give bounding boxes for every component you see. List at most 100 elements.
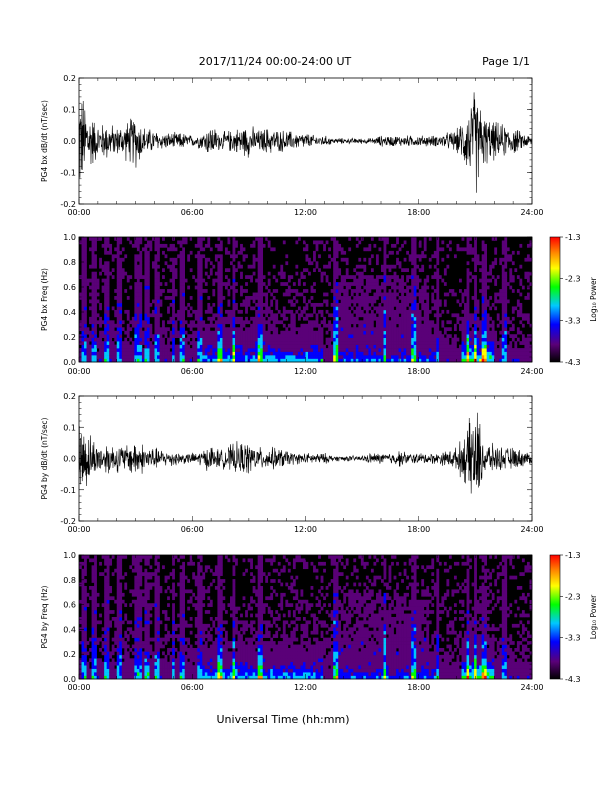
spectrogram-cell <box>526 355 530 359</box>
spectrogram-cell <box>84 565 87 570</box>
spectrogram-cell <box>411 306 415 311</box>
spectrogram-cell <box>302 337 306 342</box>
spectrogram-cell <box>260 289 264 293</box>
spectrogram-cell <box>413 323 417 328</box>
spectrogram-cell <box>466 358 470 363</box>
spectrogram-cell <box>129 658 133 663</box>
spectrogram-cell <box>338 327 342 332</box>
spectrogram-cell <box>436 306 440 311</box>
spectrogram-cell <box>481 302 485 307</box>
spectrogram-cell <box>189 327 193 332</box>
spectrogram-cell <box>227 327 231 332</box>
spectrogram-cell <box>267 327 271 332</box>
spectrogram-cell <box>124 675 128 680</box>
spectrogram-cell <box>81 296 85 300</box>
spectrogram-cell <box>227 282 231 286</box>
spectrogram-cell <box>179 309 183 314</box>
spectrogram-cell <box>154 637 158 642</box>
spectrogram-cell <box>141 351 145 356</box>
x-tick-label: 24:00 <box>520 208 543 217</box>
spectrogram-cell <box>481 320 485 325</box>
spectrogram-cell <box>111 254 115 259</box>
spectrogram-cell <box>129 661 133 666</box>
spectrogram-cell <box>162 268 165 273</box>
spectrogram-cell <box>300 341 304 345</box>
spectrogram-cell <box>129 351 133 356</box>
spectrogram-cell <box>486 299 490 304</box>
spectrogram-cell <box>403 351 407 356</box>
spectrogram-cell <box>486 323 490 328</box>
spectrogram-cell <box>413 257 417 262</box>
spectrogram-cell <box>363 306 367 311</box>
spectrogram-cell <box>227 320 231 325</box>
spectrogram-cell <box>111 358 115 363</box>
spectrogram-cell <box>207 309 211 314</box>
spectrogram-cell <box>413 282 417 286</box>
spectrogram-cell <box>136 606 140 611</box>
spectrogram-cell <box>396 344 399 349</box>
spectrogram-cell <box>84 334 87 338</box>
spectrogram-cell <box>479 358 482 363</box>
spectrogram-cell <box>219 351 223 356</box>
spectrogram-cell <box>141 644 145 649</box>
spectrogram-cell <box>474 309 477 314</box>
spectrogram-cell <box>94 641 97 645</box>
spectrogram-cell <box>164 355 168 359</box>
spectrogram-cell <box>126 665 130 669</box>
spectrogram-cell <box>91 316 95 321</box>
spectrogram-cell <box>529 257 533 262</box>
spectrogram-cell <box>119 313 123 318</box>
spectrogram-cell <box>247 320 251 325</box>
spectrogram-cell <box>413 240 417 245</box>
spectrogram-cell <box>333 344 336 349</box>
spectrogram-cell <box>119 568 123 573</box>
spectrogram-cell <box>491 348 495 352</box>
spectrogram-cell <box>99 665 102 669</box>
spectrogram-cell <box>154 558 158 563</box>
spectrogram-cell <box>353 344 357 349</box>
spectrogram-cell <box>250 323 253 328</box>
spectrogram-cell <box>526 351 530 356</box>
spectrogram-cell <box>252 320 256 325</box>
spectrogram-cell <box>428 337 432 342</box>
spectrogram-cell <box>116 561 120 566</box>
spectrogram-cell <box>313 355 316 359</box>
spectrogram-cell <box>333 250 336 255</box>
spectrogram-cell <box>443 299 447 304</box>
spectrogram-cell <box>149 327 153 332</box>
spectrogram-cell <box>280 344 284 349</box>
spectrogram-cell <box>136 599 140 604</box>
spectrogram-cell <box>134 592 138 597</box>
spectrogram-cell <box>146 592 150 597</box>
spectrogram-cell <box>116 644 120 649</box>
spectrogram-cell <box>378 323 382 328</box>
spectrogram-cell <box>114 348 118 352</box>
spectrogram-cell <box>441 257 445 262</box>
spectrogram-cell <box>219 240 223 245</box>
spectrogram-cell <box>313 334 316 338</box>
spectrogram-cell <box>116 257 120 262</box>
spectrogram-cell <box>81 651 85 656</box>
spectrogram-cell <box>197 296 201 300</box>
spectrogram-cell <box>129 627 133 632</box>
spectrogram-cell <box>104 579 107 583</box>
spectrogram-cell <box>106 278 110 283</box>
spectrogram-cell <box>501 358 505 363</box>
spectrogram-cell <box>197 348 201 352</box>
spectrogram-cell <box>151 582 155 587</box>
spectrogram-cell <box>179 282 183 286</box>
spectrogram-cell <box>423 285 427 290</box>
spectrogram-cell <box>204 330 208 335</box>
spectrogram-cell <box>418 330 422 335</box>
spectrogram-cell <box>84 648 87 652</box>
spectrogram-cell <box>383 282 387 286</box>
spectrogram-cell <box>106 623 110 628</box>
spectrogram-cell <box>340 351 344 356</box>
spectrogram-cell <box>519 264 523 269</box>
spectrogram-cell <box>116 661 120 666</box>
spectrogram-cell <box>267 330 271 335</box>
spectrogram-cell <box>214 341 218 345</box>
spectrogram-cell <box>159 282 163 286</box>
spectrogram-cell <box>338 323 342 328</box>
spectrogram-cell <box>139 579 143 583</box>
